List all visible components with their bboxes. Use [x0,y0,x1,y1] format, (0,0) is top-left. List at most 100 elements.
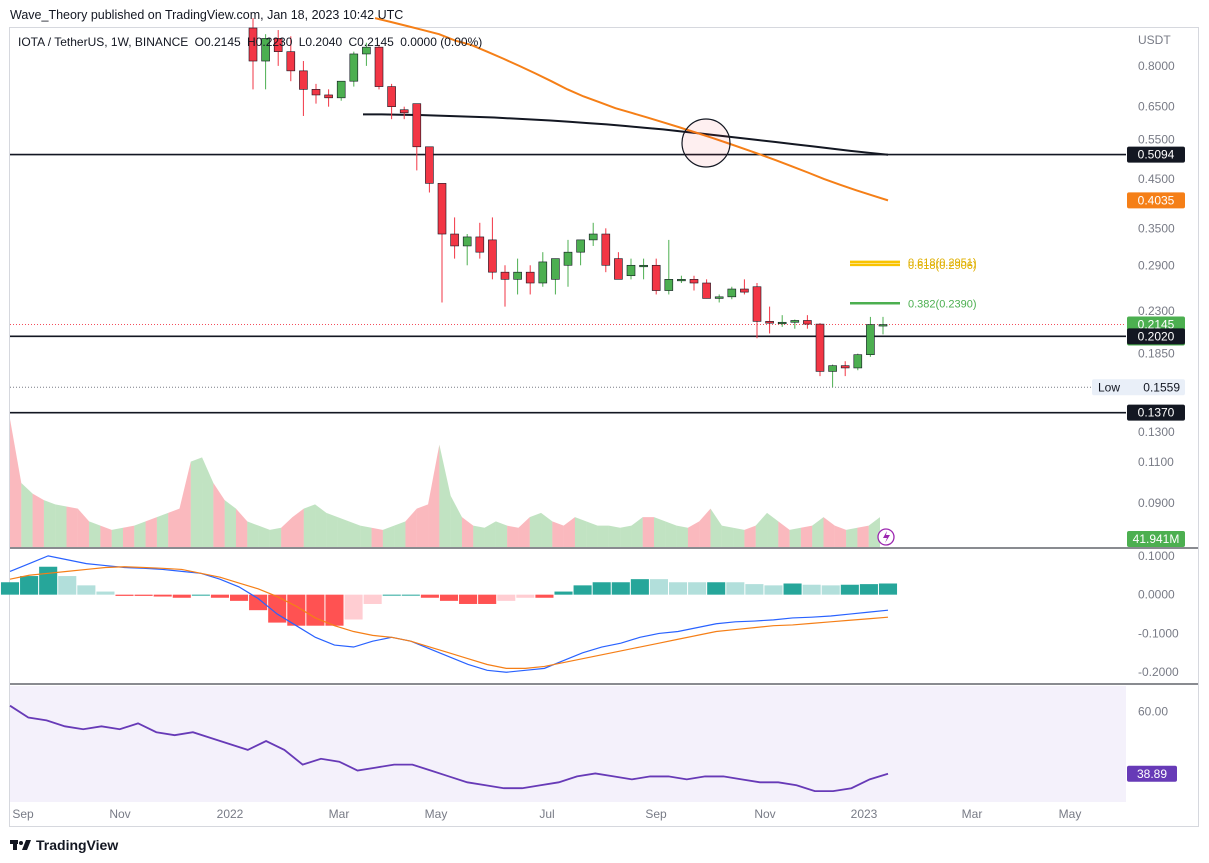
volume-area-segment [145,517,157,547]
macd-histogram-bar [20,576,39,595]
volume-area-segment [473,525,485,547]
macd-histogram-bar [554,591,573,595]
volume-area-segment [258,525,270,547]
macd-line [9,555,889,673]
time-tick-label: Nov [754,807,775,821]
macd-histogram-bar [115,594,134,596]
macd-histogram-bar [840,584,859,595]
macd-histogram-bar [344,594,363,620]
macd-histogram-bar [669,582,688,595]
macd-histogram-bar [878,583,898,595]
macd-histogram-bar [783,583,802,595]
chart-frame [9,27,1199,827]
volume-area-segment [778,521,790,547]
candle-body [425,146,434,184]
ema-black-line [363,113,889,156]
macd-histogram-bar [764,585,783,595]
volume-area-segment [32,493,44,547]
volume-area-segment [156,512,169,547]
candle-body [563,251,573,266]
macd-histogram-bar [516,594,535,598]
candle-body [261,38,270,62]
candle-body [500,271,510,280]
candle-body [790,320,800,323]
fib-label: 0.382(0.2390) [908,298,977,310]
macd-histogram-bar [287,594,306,626]
volume-area-segment [450,495,462,547]
macd-histogram-bar [382,594,401,596]
candle-body [551,258,560,280]
time-tick-label: May [425,807,448,821]
ema-orange-badge-bg [1127,192,1185,209]
volume-icon[interactable] [877,528,895,546]
macd-histogram-bar [497,594,516,601]
symbol-name: IOTA / TetherUS, 1W, BINANCE [18,35,189,49]
candle-body [651,264,661,291]
macd-histogram-bar [726,582,745,595]
macd-tick-label: -0.1000 [1138,626,1179,640]
candle-body [740,288,749,293]
rsi-badge-bg [1127,765,1177,782]
volume-area-segment [823,517,835,547]
volume-area-segment [620,525,632,547]
macd-histogram-bar [745,584,764,595]
volume-area-segment [292,508,304,547]
macd-histogram-bar [535,594,554,598]
low-prefix: Low [1098,380,1120,394]
macd-histogram-bar [821,585,840,595]
volume-area-segment [202,457,214,547]
macd-histogram-bar [249,594,268,611]
volume-area-segment [235,508,248,547]
volume-area-segment [281,517,293,547]
volume-area-segment [574,517,587,547]
low-badge: 0.1559 [1143,380,1180,394]
volume-area-segment [461,517,474,547]
volume-area-segment [586,521,598,547]
volume-area-segment [66,506,78,547]
currency-label: USDT [1138,33,1171,47]
candle-body [677,279,686,282]
macd-histogram-bar [611,582,630,595]
symbol-legend: IOTA / TetherUS, 1W, BINANCE O0.2145 H0.… [18,35,485,49]
candle-body [538,261,548,284]
price-tick-label: 0.2300 [1138,304,1175,318]
tradingview-logo[interactable]: TradingView [10,837,118,853]
volume-area-segment [382,525,395,547]
candle-body [803,320,812,325]
volume-area-segment [846,527,858,547]
level-badge: 0.2020 [1138,329,1175,343]
volume-area-segment [89,521,101,547]
macd-histogram-bar [325,594,344,626]
volume-area-segment [541,512,553,547]
price-tick-label: 0.1850 [1138,347,1175,361]
price-tick-label: 0.4500 [1138,172,1175,186]
rsi-tick-label: 60.00 [1138,705,1168,719]
volume-area-segment [190,457,203,547]
volume-area-segment [755,512,768,547]
candle-body [412,103,422,148]
time-tick-label: Sep [645,807,667,821]
crossover-circle [681,118,731,168]
macd-histogram-bar [306,594,325,626]
price-tick-label: 0.1300 [1138,425,1175,439]
legend-low: L0.2040 [298,35,343,49]
price-tick-label: 0.3500 [1138,221,1175,235]
macd-histogram-bar [134,594,153,596]
rsi-band [10,686,1126,802]
rsi-line [9,704,889,793]
candle-body [374,46,384,87]
volume-area-segment [247,521,259,547]
candle-body [362,46,371,55]
volume-area-segment [416,504,429,547]
price-tick-label: 0.8000 [1138,59,1175,73]
volume-area-segment [43,500,56,547]
volume-area-segment [303,504,316,547]
volume-area-segment [767,512,779,547]
candle-body [450,233,459,247]
ema-orange-badge: 0.4035 [1138,193,1175,207]
legend-open: O0.2145 [194,35,241,49]
candle-body [437,183,447,235]
macd-histogram-bar [210,594,229,598]
volume-area-segment [371,527,383,547]
